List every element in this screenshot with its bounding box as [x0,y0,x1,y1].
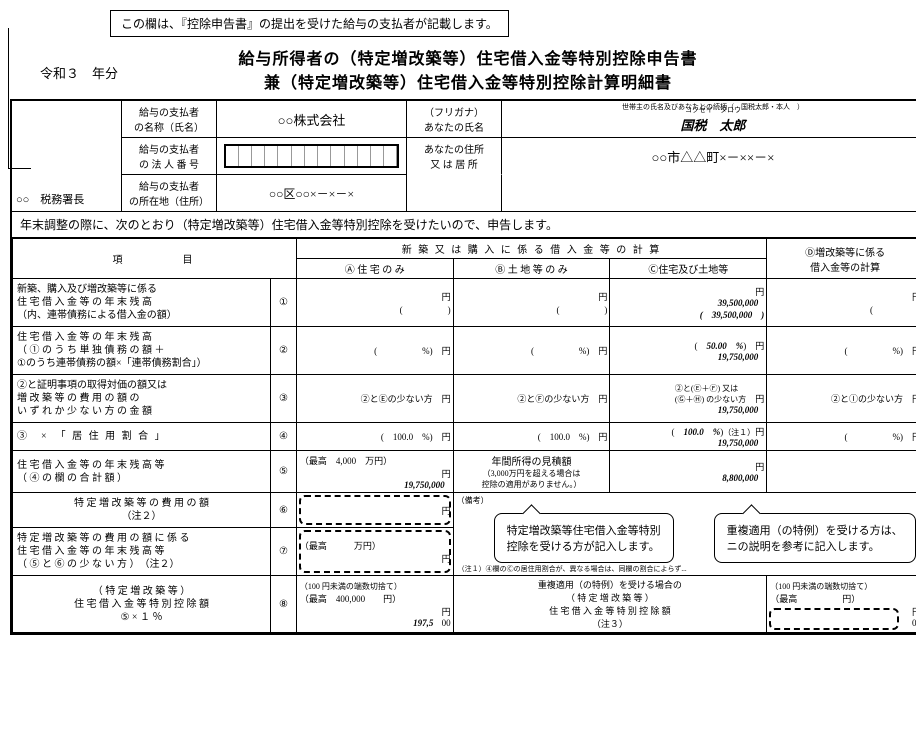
your-address: ○○市△△町×－××－× [502,138,916,174]
callout-duplicate: 重複適用（の特例）を受ける方は、 ニの説明を参考に記入します。 [714,513,916,563]
col-c-header: Ⓒ住宅及び土地等 [610,259,767,279]
col-group-header: 新 築 又 は 購 入 に 係 る 借 入 金 等 の 計 算 [296,239,766,259]
table-row: 住 宅 借 入 金 等 の 年 末 残 高 等 （ ④ の 欄 の 合 計 額 … [13,451,916,493]
your-address-label: あなたの住所 又 は 居 所 [407,138,502,174]
payer-addr-label: 給与の支払者 の所在地（住所） [122,175,217,211]
col-d-header: Ⓓ増改築等に係る 借入金等の計算 [767,239,916,279]
callout-tokutei: 特定増改築等住宅借入金等特別 控除を受ける方が記入します。 [494,513,674,563]
table-row: ②と証明事項の取得対価の額又は 増 改 築 等 の 費 用 の 額 の い ず … [13,375,916,423]
table-row: 新築、購入及び増改築等に係る 住 宅 借 入 金 等 の 年 末 残 高 （内、… [13,279,916,327]
col-b-header: Ⓑ 土 地 等 の み [453,259,610,279]
payer-addr: ○○区○○×－×－× [217,175,407,211]
item-header: 項 目 [13,239,297,279]
col-a-header: Ⓐ 住 宅 の み [296,259,453,279]
payer-name-label: 給与の支払者 の名称（氏名） [122,101,217,137]
title-area: 令和３ 年分 給与所得者の（特定増改築等）住宅借入金等特別控除申告書 兼（特定増… [10,45,916,93]
table-row: （ 特 定 増 改 築 等 ） 住 宅 借 入 金 等 特 別 控 除 額 ⑤ … [13,576,916,633]
declaration-statement: 年末調整の際に、次のとおり（特定増改築等）住宅借入金等特別控除を受けたいので、申… [12,212,916,238]
houjin-label: 給与の支払者 の 法 人 番 号 [122,138,217,174]
title-line-1: 給与所得者の（特定増改築等）住宅借入金等特別控除申告書 [10,45,916,69]
table-row: ③ × 「 居 住 用 割 合 」 ④ ( 100.0 %) 円 ( 100.0… [13,423,916,451]
calculation-table: 項 目 新 築 又 は 購 入 に 係 る 借 入 金 等 の 計 算 Ⓓ増改築… [12,238,916,633]
taxpayer-name-cell: 世帯主の氏名及びあなたとの続柄（ 国税太郎・本人 ） コクゼイ タロウ 国税 太… [502,101,916,137]
top-instruction-note: この欄は、『控除申告書』の提出を受けた給与の支払者が記載します。 [110,10,509,37]
tax-office: ○○ 税務署長 [16,191,84,207]
table-row: 特 定 増 改 築 等 の 費 用 の 額 （注２） ⑥ 円 （備考） 特定増改… [13,493,916,528]
table-row: 住 宅 借 入 金 等 の 年 末 残 高 （ ① の う ち 単 独 債 務 … [13,327,916,375]
payer-name: ○○株式会社 [217,101,407,137]
houjin-number-boxes [217,138,407,174]
furigana-label: （フリガナ） あなたの氏名 [407,101,502,137]
main-form: ○ この申告書及び証明書は、 年分の年末調整を受ける際に必要です。年末調整 し、… [10,99,916,635]
year-label: 令和３ 年分 [40,63,118,82]
title-line-2: 兼（特定増改築等）住宅借入金等特別控除計算明細書 [10,69,916,93]
